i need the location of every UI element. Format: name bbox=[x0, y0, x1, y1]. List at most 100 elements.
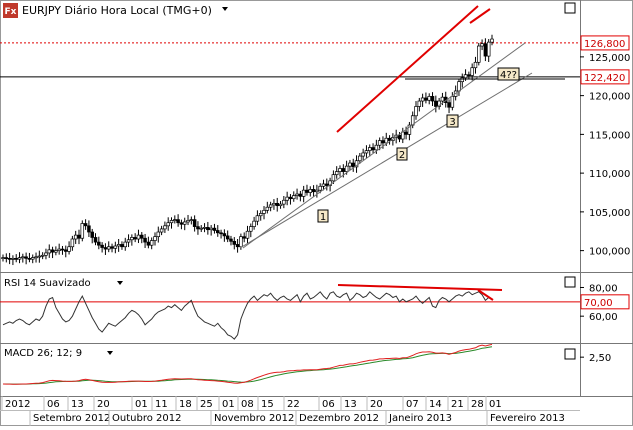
x-tick-label: 07 bbox=[406, 399, 419, 410]
wave-4-box bbox=[497, 67, 520, 81]
rsi-divergence-tail bbox=[477, 289, 494, 301]
candle-body bbox=[100, 244, 104, 248]
candle bbox=[338, 165, 342, 177]
candle-body bbox=[384, 137, 389, 144]
rsi-maximize-icon[interactable] bbox=[564, 276, 576, 288]
trendline-1 bbox=[242, 42, 526, 249]
candle bbox=[285, 191, 289, 206]
maximize-icon[interactable] bbox=[564, 2, 576, 14]
candle bbox=[7, 252, 12, 265]
candle-body bbox=[490, 38, 494, 43]
candle bbox=[268, 201, 273, 212]
candle bbox=[30, 254, 35, 264]
candle bbox=[258, 210, 263, 221]
candle bbox=[146, 236, 151, 249]
price-y-axis: 100,000 105,000 110,000 115,000 120,000 125,0… bbox=[580, 53, 630, 258]
candle-body bbox=[21, 256, 25, 259]
candle-body bbox=[377, 140, 382, 146]
candle bbox=[417, 97, 422, 112]
candle-body bbox=[315, 189, 319, 193]
trend-lines bbox=[239, 5, 565, 249]
candle bbox=[100, 242, 104, 253]
candle bbox=[110, 243, 114, 253]
x-tick-label: 11 bbox=[155, 399, 168, 410]
candle-body bbox=[24, 256, 28, 259]
candle-body bbox=[447, 102, 451, 108]
candle bbox=[371, 143, 375, 153]
candle-body bbox=[272, 203, 276, 206]
candle-body bbox=[179, 222, 184, 225]
candle bbox=[321, 179, 326, 191]
candle-body bbox=[126, 239, 131, 243]
candle-body bbox=[437, 100, 441, 107]
candle-body bbox=[40, 254, 45, 257]
candle-body bbox=[90, 231, 94, 238]
candle bbox=[483, 38, 488, 62]
candle bbox=[90, 228, 94, 244]
candle-body bbox=[143, 237, 147, 243]
candle-body bbox=[321, 183, 326, 187]
rsi-dropdown-icon[interactable] bbox=[117, 281, 123, 285]
candle-body bbox=[196, 226, 200, 230]
macd-dropdown-icon[interactable] bbox=[107, 351, 113, 355]
candle-body bbox=[308, 189, 313, 193]
title-bar: Fx EURJPY Diário Hora Local (TMG+0) bbox=[3, 3, 228, 18]
candle-body bbox=[153, 236, 157, 241]
candle-body bbox=[209, 227, 213, 231]
candle bbox=[354, 155, 359, 173]
price-candles bbox=[1, 34, 494, 266]
price-pane: 100,000 105,000 110,000 115,000 120,000 125,0… bbox=[0, 2, 630, 266]
candle-body bbox=[404, 131, 408, 135]
price-y-tick-label: 120,000 bbox=[589, 92, 630, 103]
candle bbox=[407, 121, 412, 141]
rsi-y-axis: 80,00 60,00 70,00 bbox=[580, 283, 630, 323]
wave-3-label: 3 bbox=[449, 117, 455, 128]
candle bbox=[262, 206, 266, 220]
candle bbox=[24, 252, 28, 265]
candle-body bbox=[275, 203, 279, 207]
candle-body bbox=[463, 74, 468, 79]
candle-body bbox=[348, 162, 352, 167]
candle bbox=[216, 225, 220, 237]
candle-body bbox=[424, 97, 428, 101]
macd-y-axis: 2,50 bbox=[580, 353, 611, 364]
candle bbox=[420, 93, 425, 107]
x-tick-label: 01 bbox=[489, 399, 502, 410]
candle-body bbox=[434, 100, 438, 107]
candle bbox=[222, 229, 227, 242]
candle bbox=[212, 223, 217, 234]
macd-line bbox=[2, 343, 493, 385]
candle-body bbox=[87, 225, 91, 233]
price-y-tick-label: 105,000 bbox=[589, 208, 630, 219]
candle-body bbox=[344, 165, 349, 172]
candle-body bbox=[252, 220, 256, 227]
candle-body bbox=[67, 246, 71, 252]
candle bbox=[40, 252, 45, 260]
x-tick-label: 08 bbox=[241, 399, 254, 410]
candle bbox=[126, 234, 131, 248]
candle bbox=[414, 101, 418, 120]
candle-body bbox=[57, 248, 61, 251]
candle bbox=[133, 233, 137, 243]
candle-body bbox=[288, 196, 293, 200]
candle bbox=[93, 233, 98, 246]
candle-body bbox=[440, 96, 445, 102]
candle bbox=[14, 254, 18, 263]
candle-body bbox=[93, 237, 98, 243]
candle-body bbox=[106, 246, 111, 250]
candle-body bbox=[351, 162, 355, 168]
title-dropdown-icon[interactable] bbox=[222, 7, 228, 11]
candle-body bbox=[371, 147, 375, 151]
fx-logo bbox=[3, 3, 18, 18]
x-tick-label: 22 bbox=[287, 399, 300, 410]
price-level-lines: 126,800 122,420 bbox=[0, 35, 630, 85]
macd-maximize-icon[interactable] bbox=[564, 348, 576, 360]
x-tick-label: 20 bbox=[370, 399, 383, 410]
candle bbox=[206, 221, 210, 235]
macd-y-tick-label: 2,50 bbox=[589, 353, 611, 364]
candle-body bbox=[249, 226, 253, 232]
candle-body bbox=[374, 144, 379, 151]
candle bbox=[348, 159, 352, 171]
macd-pane: 2,50 MACD 26; 12; 9 bbox=[2, 343, 611, 385]
candle bbox=[232, 237, 237, 250]
